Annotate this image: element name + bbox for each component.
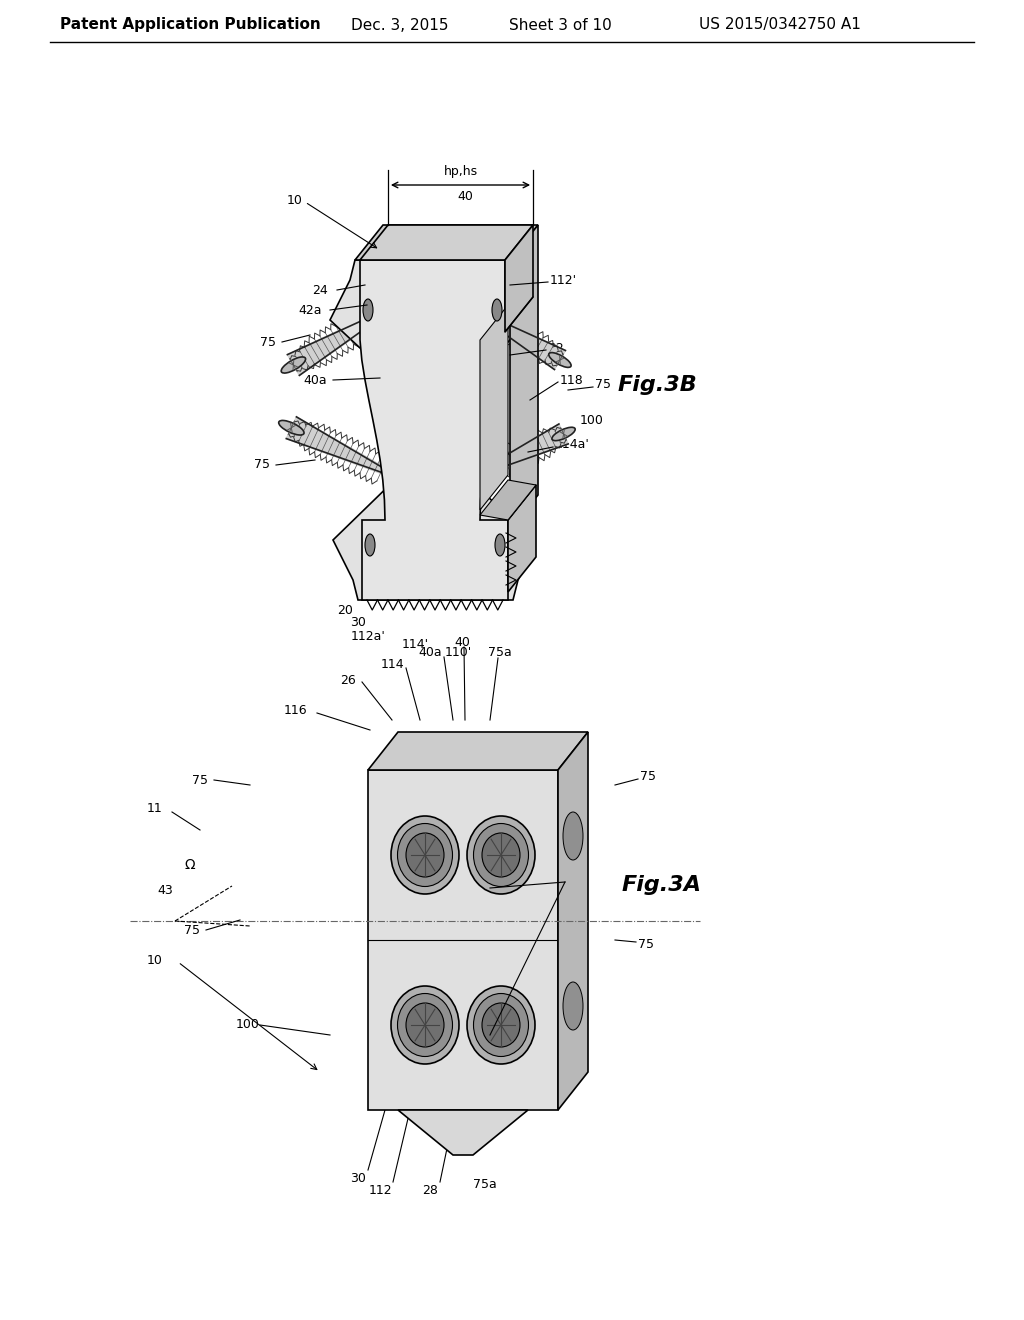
Ellipse shape xyxy=(482,833,520,876)
Text: 75a: 75a xyxy=(488,645,512,659)
Ellipse shape xyxy=(473,824,528,887)
Text: 114': 114' xyxy=(401,639,429,652)
Text: 118: 118 xyxy=(560,374,584,387)
Text: 40: 40 xyxy=(458,190,473,203)
Ellipse shape xyxy=(467,816,535,894)
Polygon shape xyxy=(330,260,534,601)
Text: 75: 75 xyxy=(640,771,656,784)
Polygon shape xyxy=(382,1028,503,1076)
Text: 114a': 114a' xyxy=(555,438,590,451)
Polygon shape xyxy=(355,224,538,260)
Polygon shape xyxy=(480,424,568,475)
Ellipse shape xyxy=(422,1053,452,1067)
Ellipse shape xyxy=(473,994,528,1056)
Text: 116: 116 xyxy=(284,704,307,717)
Text: hp,hs: hp,hs xyxy=(443,165,477,178)
Ellipse shape xyxy=(549,352,571,367)
Text: Dec. 3, 2015: Dec. 3, 2015 xyxy=(351,17,449,33)
Text: 30: 30 xyxy=(350,1172,366,1184)
Text: 11: 11 xyxy=(147,801,163,814)
Text: 40: 40 xyxy=(454,635,470,648)
Text: 110': 110' xyxy=(444,645,472,659)
Ellipse shape xyxy=(406,1003,444,1047)
Ellipse shape xyxy=(495,535,505,556)
Ellipse shape xyxy=(467,986,535,1064)
Text: 22: 22 xyxy=(548,342,564,355)
Text: 10: 10 xyxy=(287,194,303,206)
Text: Sheet 3 of 10: Sheet 3 of 10 xyxy=(509,17,611,33)
Ellipse shape xyxy=(365,535,375,556)
Text: 75: 75 xyxy=(254,458,270,471)
Text: 28: 28 xyxy=(422,1184,438,1196)
Ellipse shape xyxy=(440,902,466,921)
Polygon shape xyxy=(360,260,508,601)
Ellipse shape xyxy=(282,356,305,374)
Ellipse shape xyxy=(468,907,495,928)
Text: 75: 75 xyxy=(595,379,611,392)
Text: 20: 20 xyxy=(337,603,353,616)
Ellipse shape xyxy=(406,833,444,876)
Ellipse shape xyxy=(397,824,453,887)
Text: 24: 24 xyxy=(312,284,328,297)
Ellipse shape xyxy=(482,1003,520,1047)
Text: 75a: 75a xyxy=(473,1179,497,1192)
Text: 112: 112 xyxy=(369,1184,392,1196)
Text: Fig.3A: Fig.3A xyxy=(622,875,702,895)
Ellipse shape xyxy=(563,812,583,861)
Text: US 2015/0342750 A1: US 2015/0342750 A1 xyxy=(699,17,861,33)
Polygon shape xyxy=(445,845,545,921)
Polygon shape xyxy=(368,733,588,770)
Polygon shape xyxy=(288,312,382,375)
Text: 40a: 40a xyxy=(303,374,327,387)
Text: Fig.3B: Fig.3B xyxy=(618,375,697,395)
Text: Ω: Ω xyxy=(184,858,196,873)
Ellipse shape xyxy=(563,982,583,1030)
Text: 75: 75 xyxy=(184,924,200,936)
Ellipse shape xyxy=(492,300,502,321)
Polygon shape xyxy=(433,1028,544,1073)
Text: 112': 112' xyxy=(550,273,578,286)
Polygon shape xyxy=(381,845,489,928)
Text: 30: 30 xyxy=(350,615,366,628)
Text: 43: 43 xyxy=(157,883,173,896)
Polygon shape xyxy=(398,1110,528,1155)
Text: 75: 75 xyxy=(638,939,654,952)
Ellipse shape xyxy=(397,994,453,1056)
Polygon shape xyxy=(287,417,384,474)
Text: 42: 42 xyxy=(564,874,580,887)
Text: 40a: 40a xyxy=(418,645,441,659)
Text: Patent Application Publication: Patent Application Publication xyxy=(59,17,321,33)
Polygon shape xyxy=(480,305,508,510)
Text: 114: 114 xyxy=(380,659,403,672)
Text: 42a: 42a xyxy=(298,304,322,317)
Polygon shape xyxy=(360,224,534,260)
Text: 100: 100 xyxy=(237,1018,260,1031)
Ellipse shape xyxy=(483,1056,514,1069)
Polygon shape xyxy=(480,312,565,370)
Polygon shape xyxy=(505,224,534,333)
Polygon shape xyxy=(558,733,588,1110)
Ellipse shape xyxy=(391,816,459,894)
Text: 100: 100 xyxy=(580,413,604,426)
Text: 10: 10 xyxy=(147,953,163,966)
Text: 75: 75 xyxy=(260,335,276,348)
Text: 112a': 112a' xyxy=(350,631,385,644)
Polygon shape xyxy=(480,480,536,520)
Polygon shape xyxy=(508,484,536,591)
Text: 75: 75 xyxy=(193,774,208,787)
Ellipse shape xyxy=(362,300,373,321)
Ellipse shape xyxy=(279,421,304,436)
Polygon shape xyxy=(368,770,558,1110)
Polygon shape xyxy=(510,224,538,531)
Ellipse shape xyxy=(391,986,459,1064)
Text: 26: 26 xyxy=(340,673,356,686)
Ellipse shape xyxy=(552,428,575,441)
